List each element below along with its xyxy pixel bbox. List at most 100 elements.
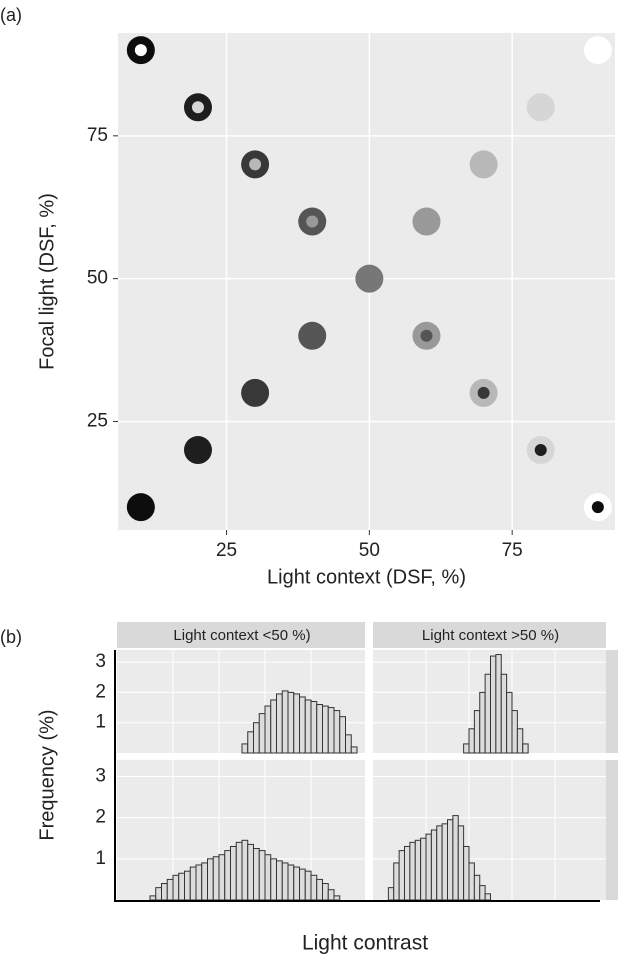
bar	[230, 845, 237, 901]
bar	[516, 728, 524, 754]
bar	[484, 893, 491, 901]
point-center	[306, 215, 319, 228]
bar	[155, 887, 162, 901]
bar	[404, 845, 411, 901]
bar	[490, 655, 497, 754]
y-tick-label: 3	[95, 765, 106, 786]
bar	[333, 710, 341, 754]
point-center	[134, 44, 147, 57]
bar	[310, 874, 318, 901]
bar	[287, 691, 295, 754]
bar	[425, 833, 432, 901]
point-center	[477, 386, 490, 399]
bar	[276, 693, 283, 754]
bar	[339, 716, 346, 754]
bar	[281, 690, 289, 754]
bar	[235, 841, 243, 901]
point	[469, 150, 498, 179]
bar	[430, 829, 438, 901]
bar	[166, 878, 174, 901]
bar	[316, 704, 323, 754]
point	[526, 93, 555, 122]
bar	[218, 854, 226, 901]
bar	[258, 850, 266, 901]
bar	[327, 889, 335, 901]
y-tick-label: 2	[95, 681, 106, 702]
bar	[212, 856, 220, 901]
point	[412, 207, 441, 236]
point	[298, 321, 327, 350]
x-tick-label: 75	[502, 540, 523, 561]
bar	[258, 713, 266, 754]
bar	[506, 691, 513, 754]
bar	[398, 850, 405, 901]
bar	[322, 705, 329, 754]
point	[126, 493, 155, 522]
bar	[172, 874, 180, 901]
x-axis-label: Light context (DSF, %)	[267, 566, 466, 588]
bar	[293, 693, 300, 754]
bar	[420, 837, 427, 901]
bar	[387, 887, 395, 901]
y-tick-label: 1	[95, 848, 106, 869]
y-tick-label: 1	[95, 712, 106, 733]
y-tick-label: 25	[87, 410, 108, 431]
bar	[241, 839, 249, 901]
point	[183, 436, 212, 465]
bar	[195, 864, 203, 901]
bar	[500, 673, 508, 754]
bar	[409, 841, 416, 901]
bar	[207, 858, 214, 901]
y-axis-label: Focal light (DSF, %)	[36, 193, 58, 370]
bar	[178, 872, 185, 901]
panel-label: (a)	[0, 5, 22, 25]
bar	[473, 874, 481, 901]
bar	[333, 895, 341, 901]
point	[241, 378, 270, 407]
point	[583, 36, 612, 65]
panel-label: (b)	[0, 627, 22, 647]
bar	[264, 705, 272, 754]
bar	[479, 885, 486, 901]
bar	[281, 862, 289, 901]
bar	[293, 866, 300, 901]
bar	[161, 883, 168, 901]
y-tick-label: 50	[87, 268, 108, 289]
y-tick-label: 2	[95, 807, 106, 828]
bar	[463, 845, 470, 901]
y-axis-label: Frequency (%)	[36, 709, 58, 840]
bar	[345, 734, 352, 754]
bar	[189, 866, 197, 901]
bar	[316, 878, 323, 901]
x-axis-label: Light contrast	[302, 932, 428, 955]
point	[355, 264, 384, 293]
column-label: Light context >50 %)	[422, 627, 559, 644]
bar	[511, 710, 518, 754]
bar	[270, 699, 277, 754]
point-center	[420, 329, 433, 342]
bar	[457, 825, 465, 901]
bar	[327, 707, 335, 754]
bar	[241, 743, 249, 754]
bar	[468, 728, 475, 754]
bar	[414, 839, 422, 901]
bar	[276, 860, 283, 901]
bar	[299, 868, 306, 901]
bar	[479, 691, 486, 754]
bar	[149, 895, 157, 901]
bar	[436, 825, 443, 901]
bar	[447, 819, 454, 901]
bar	[264, 854, 272, 901]
bar	[452, 815, 459, 901]
bar	[287, 864, 295, 901]
bar	[350, 746, 358, 754]
column-label: Light context <50 %)	[173, 627, 310, 644]
y-tick-label: 3	[95, 651, 106, 672]
bar	[441, 823, 448, 901]
bar	[299, 696, 306, 754]
bar	[468, 862, 475, 901]
bar	[270, 858, 277, 901]
bar	[522, 743, 529, 754]
point-center	[249, 158, 262, 171]
